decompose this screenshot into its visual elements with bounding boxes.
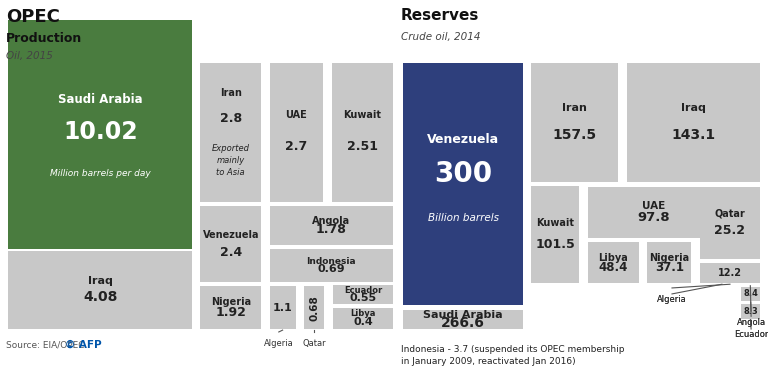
Bar xyxy=(270,63,323,202)
Text: Angola: Angola xyxy=(313,216,350,226)
Text: Nigeria: Nigeria xyxy=(210,297,251,307)
Text: 2.4: 2.4 xyxy=(220,246,242,258)
Bar xyxy=(8,20,192,249)
Bar xyxy=(403,63,523,305)
Text: 97.8: 97.8 xyxy=(637,211,670,224)
Text: Iran: Iran xyxy=(562,103,588,113)
Text: Ecuador: Ecuador xyxy=(734,330,768,339)
Text: 2.7: 2.7 xyxy=(286,140,307,153)
Text: Oil, 2015: Oil, 2015 xyxy=(6,51,53,62)
Text: 2.51: 2.51 xyxy=(347,140,378,153)
Bar xyxy=(333,308,393,329)
Text: 1.78: 1.78 xyxy=(316,223,347,236)
Bar xyxy=(700,263,760,283)
Bar xyxy=(647,242,691,283)
Text: Ecuador: Ecuador xyxy=(344,285,382,295)
Text: Nigeria: Nigeria xyxy=(649,253,690,263)
Bar xyxy=(200,206,261,282)
Text: 300: 300 xyxy=(434,160,492,188)
Text: 0.68: 0.68 xyxy=(309,295,319,321)
Bar xyxy=(270,286,296,329)
Text: © AFP: © AFP xyxy=(65,340,102,350)
Text: OPEC: OPEC xyxy=(6,8,60,26)
Text: 10.02: 10.02 xyxy=(63,120,137,144)
Bar xyxy=(200,286,261,329)
Bar xyxy=(741,304,760,319)
Text: 0.69: 0.69 xyxy=(318,264,345,274)
Text: 12.2: 12.2 xyxy=(718,268,742,278)
Text: 157.5: 157.5 xyxy=(553,128,597,142)
Text: 2.8: 2.8 xyxy=(220,112,242,125)
Text: Indonesia - 3.7 (suspended its OPEC membership
in January 2009, reactivated Jan : Indonesia - 3.7 (suspended its OPEC memb… xyxy=(401,345,624,366)
Text: Qatar: Qatar xyxy=(303,339,326,348)
Text: 37.1: 37.1 xyxy=(655,261,684,273)
Text: UAE: UAE xyxy=(286,110,307,120)
Text: Kuwait: Kuwait xyxy=(343,110,382,120)
Text: Iraq: Iraq xyxy=(88,276,113,286)
Text: 4.08: 4.08 xyxy=(83,291,118,304)
Text: Angola: Angola xyxy=(737,318,766,327)
Text: Crude oil, 2014: Crude oil, 2014 xyxy=(401,32,481,42)
Text: Saudi Arabia: Saudi Arabia xyxy=(58,93,143,106)
Bar xyxy=(531,186,579,283)
Bar xyxy=(332,63,393,202)
Bar xyxy=(270,249,393,282)
Text: Source: EIA/OPEC: Source: EIA/OPEC xyxy=(6,341,84,350)
Text: Production: Production xyxy=(6,32,82,45)
Text: Libya: Libya xyxy=(598,253,628,263)
Text: 0.55: 0.55 xyxy=(349,293,376,303)
Text: Iran: Iran xyxy=(220,88,242,98)
Text: 48.4: 48.4 xyxy=(598,261,628,273)
Text: Million barrels per day: Million barrels per day xyxy=(50,169,151,178)
Bar xyxy=(588,186,720,238)
Text: Algeria: Algeria xyxy=(657,295,687,304)
Bar xyxy=(403,310,523,329)
Text: 266.6: 266.6 xyxy=(441,316,485,330)
Bar xyxy=(531,63,618,182)
Text: 8.3: 8.3 xyxy=(743,307,758,316)
Bar xyxy=(700,186,760,259)
Text: Iraq: Iraq xyxy=(681,103,706,113)
Text: Exported
mainly
to Asia: Exported mainly to Asia xyxy=(212,144,250,177)
Text: 1.92: 1.92 xyxy=(215,306,247,319)
Bar xyxy=(741,287,760,301)
Text: 0.4: 0.4 xyxy=(353,317,372,327)
Bar xyxy=(627,63,760,182)
Text: Qatar: Qatar xyxy=(714,209,746,219)
Bar xyxy=(588,242,639,283)
Text: Kuwait: Kuwait xyxy=(536,218,574,228)
Text: 101.5: 101.5 xyxy=(535,238,575,251)
Text: Libya: Libya xyxy=(350,309,376,319)
Text: Algeria: Algeria xyxy=(657,295,687,304)
Text: Venezuela: Venezuela xyxy=(427,134,499,147)
Text: Angola: Angola xyxy=(737,318,766,327)
Text: Reserves: Reserves xyxy=(401,8,479,23)
Bar xyxy=(304,286,324,329)
Bar xyxy=(200,63,261,202)
Text: 1.1: 1.1 xyxy=(273,303,293,313)
Text: 25.2: 25.2 xyxy=(714,224,746,236)
Bar xyxy=(333,285,393,304)
Text: Indonesia: Indonesia xyxy=(306,257,356,266)
Text: Saudi Arabia: Saudi Arabia xyxy=(423,310,503,320)
Text: 143.1: 143.1 xyxy=(671,128,716,142)
Text: Venezuela: Venezuela xyxy=(203,230,259,240)
Text: Ecuador: Ecuador xyxy=(734,330,768,339)
Text: Algeria: Algeria xyxy=(264,339,293,348)
Text: Billion barrels: Billion barrels xyxy=(428,213,498,223)
Text: UAE: UAE xyxy=(642,201,665,211)
Text: 8.4: 8.4 xyxy=(743,289,758,298)
Bar xyxy=(270,206,393,245)
Bar xyxy=(8,251,192,329)
